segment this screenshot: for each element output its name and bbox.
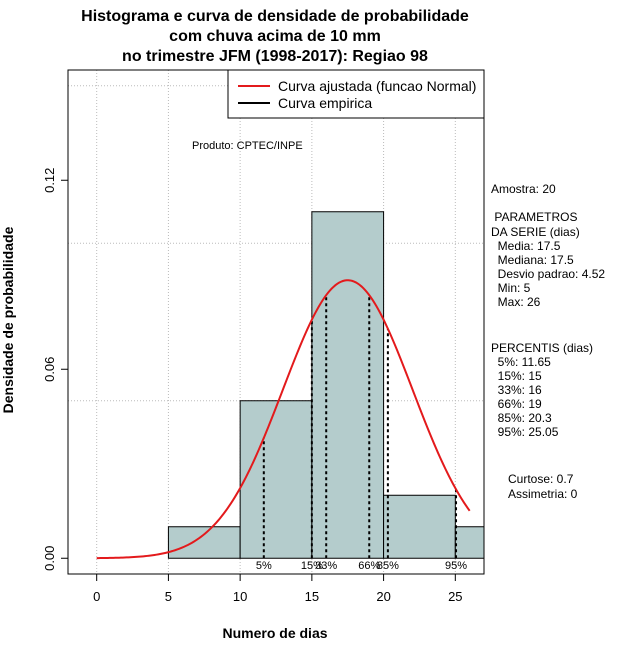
stat-line: 95%: 25.05 <box>491 425 559 439</box>
stat-line: PERCENTIS (dias) <box>491 341 593 355</box>
y-axis-label: Densidade de probabilidade <box>0 226 16 413</box>
x-tick-label: 20 <box>376 589 390 604</box>
stat-line: PARAMETROS <box>491 210 577 224</box>
y-tick-label: 0.06 <box>42 357 57 382</box>
x-tick-label: 15 <box>305 589 319 604</box>
y-tick-label: 0.00 <box>42 546 57 571</box>
percentile-label: 95% <box>445 560 467 572</box>
stat-line: Media: 17.5 <box>491 239 561 253</box>
stat-line: Amostra: 20 <box>491 182 556 196</box>
stat-line: 66%: 19 <box>491 397 542 411</box>
stat-line: Curtose: 0.7 <box>508 472 574 486</box>
histogram-bar <box>311 211 385 559</box>
stat-line: 5%: 11.65 <box>491 355 551 369</box>
stat-line: Mediana: 17.5 <box>491 253 574 267</box>
histogram-bar <box>239 400 313 559</box>
legend-label-empirical: Curva empirica <box>278 95 372 111</box>
histogram-bar <box>383 494 456 559</box>
chart-title-line-2: com chuva acima de 10 mm <box>169 28 381 45</box>
y-axis: 0.00 0.06 0.12 <box>42 168 69 571</box>
x-tick-label: 0 <box>93 589 100 604</box>
percentile-labels: 5% 15%33% 66%85% 95% <box>256 560 467 572</box>
chart-title-line-3: no trimestre JFM (1998-2017): Regiao 98 <box>122 48 428 65</box>
percentile-label: 66% <box>358 560 380 572</box>
legend: Curva ajustada (funcao Normal) Curva emp… <box>227 69 485 119</box>
stat-line: 15%: 15 <box>491 369 542 383</box>
x-tick-label: 10 <box>233 589 247 604</box>
legend-label-normal-fit: Curva ajustada (funcao Normal) <box>278 78 476 94</box>
stat-line: 33%: 16 <box>491 383 542 397</box>
x-tick-label: 5 <box>165 589 172 604</box>
stat-line: DA SERIE (dias) <box>491 225 580 239</box>
normal-fit-curve <box>96 279 471 560</box>
percentile-label: 85% <box>377 560 399 572</box>
histogram-bars <box>167 211 485 559</box>
chart-title-line-1: Histograma e curva de densidade de proba… <box>81 8 469 25</box>
legend-box <box>227 69 485 119</box>
stat-line: Max: 26 <box>491 295 541 309</box>
percentile-label: 15% <box>301 560 323 572</box>
x-axis-label: Numero de dias <box>222 625 327 641</box>
histogram-bar <box>167 526 241 559</box>
x-axis: 0 5 10 15 20 25 <box>93 573 463 604</box>
percentile-label: 33% <box>315 560 337 572</box>
stat-line: Assimetria: 0 <box>508 487 578 501</box>
histogram-bar <box>454 526 485 559</box>
product-annotation: Produto: CPTEC/INPE <box>192 140 303 152</box>
stat-line: Min: 5 <box>491 281 531 295</box>
x-tick-label: 25 <box>448 589 462 604</box>
percentile-label: 5% <box>256 560 272 572</box>
stat-line: Desvio padrao: 4.52 <box>491 267 605 281</box>
stat-line: 85%: 20.3 <box>491 411 552 425</box>
y-tick-label: 0.12 <box>42 168 57 193</box>
percentile-lines <box>262 295 458 559</box>
